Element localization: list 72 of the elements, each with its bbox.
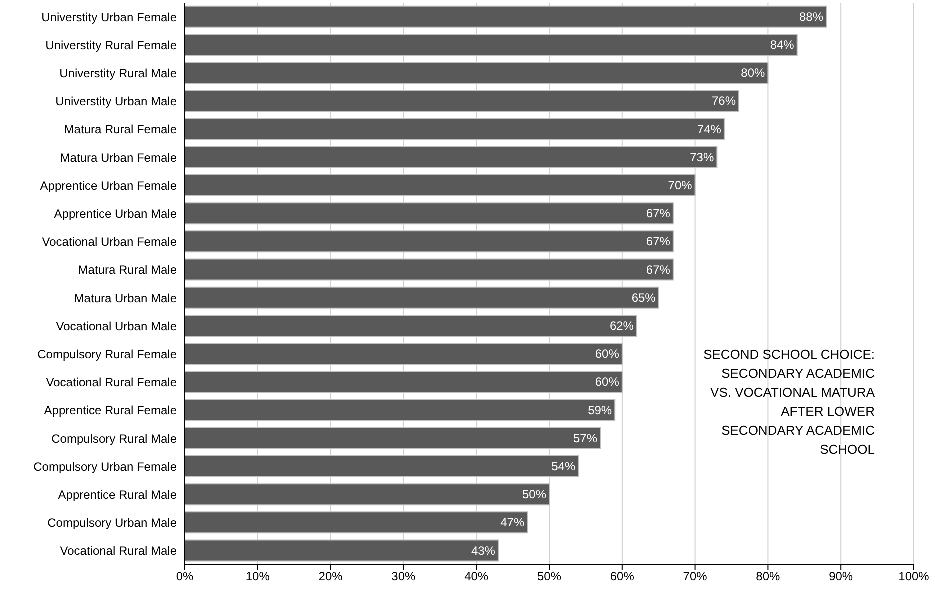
bar [185, 484, 550, 506]
y-tick-label: Compulsory Urban Male [48, 516, 178, 530]
text: SECOND SCHOOL CHOICE: SECONDARY ACADEMIC VS. VOCATIONAL MATURA AFTER LOWER SECONDARY ACADEMIC SCHOOL [704, 346, 875, 459]
bar [185, 343, 623, 366]
x-tick-label: 70% [683, 570, 708, 584]
x-tick-label: 30% [392, 570, 416, 584]
data-label: 84% [770, 38, 795, 52]
y-tick-label: Compulsory Rural Male [52, 432, 178, 446]
data-label: 67% [646, 234, 671, 249]
data-label: 62% [610, 318, 634, 333]
data-label: 57% [574, 431, 598, 446]
data-label: 50% [522, 488, 547, 502]
x-tick-label: 90% [829, 570, 854, 584]
y-tick-label: Universtity Rural Female [46, 38, 178, 52]
y-tick-label: Apprentice Urban Female [40, 178, 178, 193]
bar [185, 230, 674, 253]
x-tick-label: 20% [318, 570, 344, 584]
bar [185, 512, 528, 534]
y-tick-label: Vocational Urban Male [56, 319, 178, 334]
bar [185, 427, 602, 450]
x-tick-label: 0% [176, 570, 194, 584]
bar [185, 34, 798, 56]
y-tick-label: Apprentice Rural Female [44, 404, 178, 418]
bar [185, 6, 828, 28]
bar [185, 399, 616, 422]
y-tick-label: Vocational Rural Female [46, 376, 178, 390]
data-label: 88% [799, 10, 824, 24]
y-tick-label: Matura Urban Female [60, 150, 178, 165]
data-label: 60% [595, 347, 620, 362]
bar [185, 286, 660, 309]
x-tick-label: 80% [756, 570, 781, 584]
y-tick-label: Apprentice Rural Male [58, 488, 178, 502]
data-label: 60% [595, 375, 620, 390]
y-tick-label: Compulsory Urban Female [34, 460, 178, 474]
x-tick-label: 100% [898, 570, 930, 584]
bar [185, 174, 696, 196]
bar [185, 455, 580, 478]
bar [185, 62, 769, 84]
data-label: 74% [697, 122, 722, 136]
y-tick-label: Compulsory Rural Female [38, 348, 178, 362]
bar [185, 314, 638, 337]
bar [185, 90, 740, 112]
bar [185, 118, 725, 140]
data-label: 54% [552, 459, 576, 474]
data-label: 43% [471, 544, 496, 558]
data-label: 59% [588, 403, 612, 418]
data-label: 67% [646, 262, 671, 277]
y-tick-label: Vocational Rural Male [60, 544, 178, 558]
data-label: 65% [632, 290, 656, 305]
bar [185, 540, 499, 562]
y-tick-label: Matura Rural Female [64, 122, 178, 137]
x-tick-label: 60% [610, 570, 635, 584]
data-label: 80% [741, 66, 766, 80]
y-tick-label: Matura Rural Male [78, 263, 178, 278]
x-tick-label: 50% [537, 570, 562, 584]
data-label: 73% [690, 150, 714, 164]
bar [185, 146, 718, 168]
bar [185, 258, 674, 281]
data-label: 47% [500, 516, 525, 530]
x-tick-label: 40% [464, 570, 489, 584]
y-tick-label: Matura Urban Male [74, 291, 178, 306]
y-tick-label: Universtity Urban Male [56, 94, 178, 109]
bar [185, 371, 623, 394]
x-tick-label: 10% [246, 570, 270, 584]
y-tick-label: Vocational Urban Female [42, 235, 178, 250]
y-tick-label: Universtity Urban Female [42, 10, 178, 24]
y-tick-label: Apprentice Urban Male [54, 207, 178, 222]
bar [185, 202, 674, 225]
data-label: 67% [646, 206, 671, 221]
data-label: 70% [668, 178, 693, 192]
data-label: 76% [712, 94, 736, 108]
y-tick-label: Universtity Rural Male [60, 66, 178, 81]
